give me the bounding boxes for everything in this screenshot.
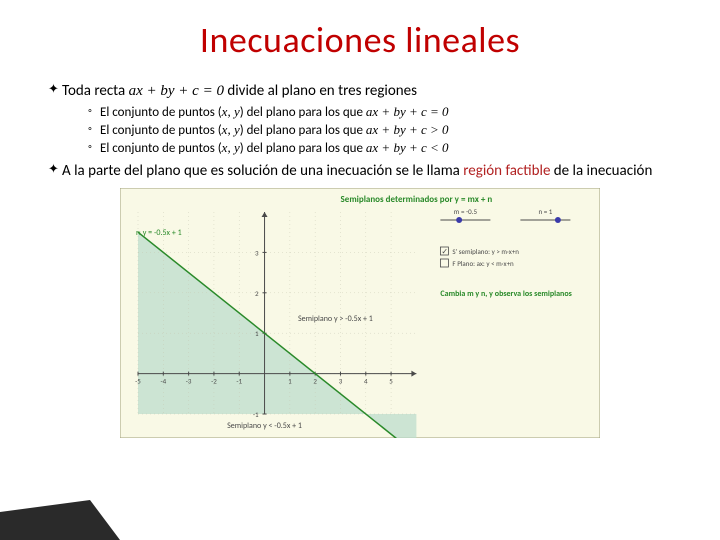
bullet-item-lvl1: ✦Toda recta ax + by + c = 0 divide al pl… <box>48 82 680 100</box>
svg-text:-2: -2 <box>211 377 217 386</box>
svg-text:✓: ✓ <box>441 247 448 257</box>
svg-text:-1: -1 <box>253 410 259 419</box>
svg-text:Cambia m y n, y observa los se: Cambia m y n, y observa los semiplanos <box>440 289 571 299</box>
slide-title: Inecuaciones lineales <box>40 18 680 62</box>
svg-text:-3: -3 <box>186 377 192 386</box>
bullet-text: A la parte del plano que es solución de … <box>62 162 652 180</box>
svg-text:Semiplanos determinados por y: Semiplanos determinados por y = mx + n <box>341 194 493 205</box>
svg-text:-5: -5 <box>135 377 141 386</box>
svg-text:4: 4 <box>364 377 368 386</box>
svg-text:1: 1 <box>255 329 259 338</box>
svg-text:2: 2 <box>313 377 317 386</box>
svg-text:3: 3 <box>255 248 259 257</box>
svg-text:-1: -1 <box>236 377 242 386</box>
svg-text:r: y = -0.5x + 1: r: y = -0.5x + 1 <box>136 228 182 238</box>
bullet-text: El conjunto de puntos (x, y) del plano p… <box>100 104 449 120</box>
bullet-marker: ◦ <box>88 104 100 117</box>
bullet-marker: ✦ <box>48 162 62 177</box>
svg-text:F Plano: ax: y < m·x+n: F Plano: ax: y < m·x+n <box>452 259 514 268</box>
bullet-marker: ◦ <box>88 140 100 153</box>
bullet-item-lvl1: ✦A la parte del plano que es solución de… <box>48 162 680 180</box>
svg-text:n = 1: n = 1 <box>538 207 552 216</box>
bullet-item-lvl2: ◦El conjunto de puntos (x, y) del plano … <box>88 104 680 120</box>
bullet-item-lvl2: ◦El conjunto de puntos (x, y) del plano … <box>88 122 680 138</box>
svg-text:Semiplano y > -0.5x + 1: Semiplano y > -0.5x + 1 <box>298 314 373 324</box>
figure-container: -5 -4 -3 -2 -1 1 2 3 4 5 -1 1 2 3 r: y = -0.5x + 1 Semi… <box>120 188 600 443</box>
bullet-marker: ✦ <box>48 82 62 97</box>
svg-text:-4: -4 <box>160 377 166 386</box>
svg-text:1: 1 <box>288 377 292 386</box>
bullet-list: ✦Toda recta ax + by + c = 0 divide al pl… <box>40 82 680 180</box>
svg-text:3: 3 <box>339 377 343 386</box>
svg-text:2: 2 <box>255 289 259 298</box>
corner-decoration <box>0 500 120 540</box>
svg-text:m = -0.5: m = -0.5 <box>454 207 478 216</box>
svg-text:S' semiplano: y > m·x+n: S' semiplano: y > m·x+n <box>452 247 519 256</box>
slide: Inecuaciones lineales ✦Toda recta ax + b… <box>0 0 720 540</box>
bullet-text: El conjunto de puntos (x, y) del plano p… <box>100 122 449 138</box>
semiplane-figure: -5 -4 -3 -2 -1 1 2 3 4 5 -1 1 2 3 r: y = -0.5x + 1 Semi… <box>120 188 600 438</box>
bullet-text: El conjunto de puntos (x, y) del plano p… <box>100 140 449 156</box>
svg-text:5: 5 <box>389 377 393 386</box>
svg-text:Semiplano y < -0.5x + 1: Semiplano y < -0.5x + 1 <box>227 421 302 431</box>
bullet-item-lvl2: ◦El conjunto de puntos (x, y) del plano … <box>88 140 680 156</box>
bullet-marker: ◦ <box>88 122 100 135</box>
bullet-text: Toda recta ax + by + c = 0 divide al pla… <box>62 82 417 100</box>
